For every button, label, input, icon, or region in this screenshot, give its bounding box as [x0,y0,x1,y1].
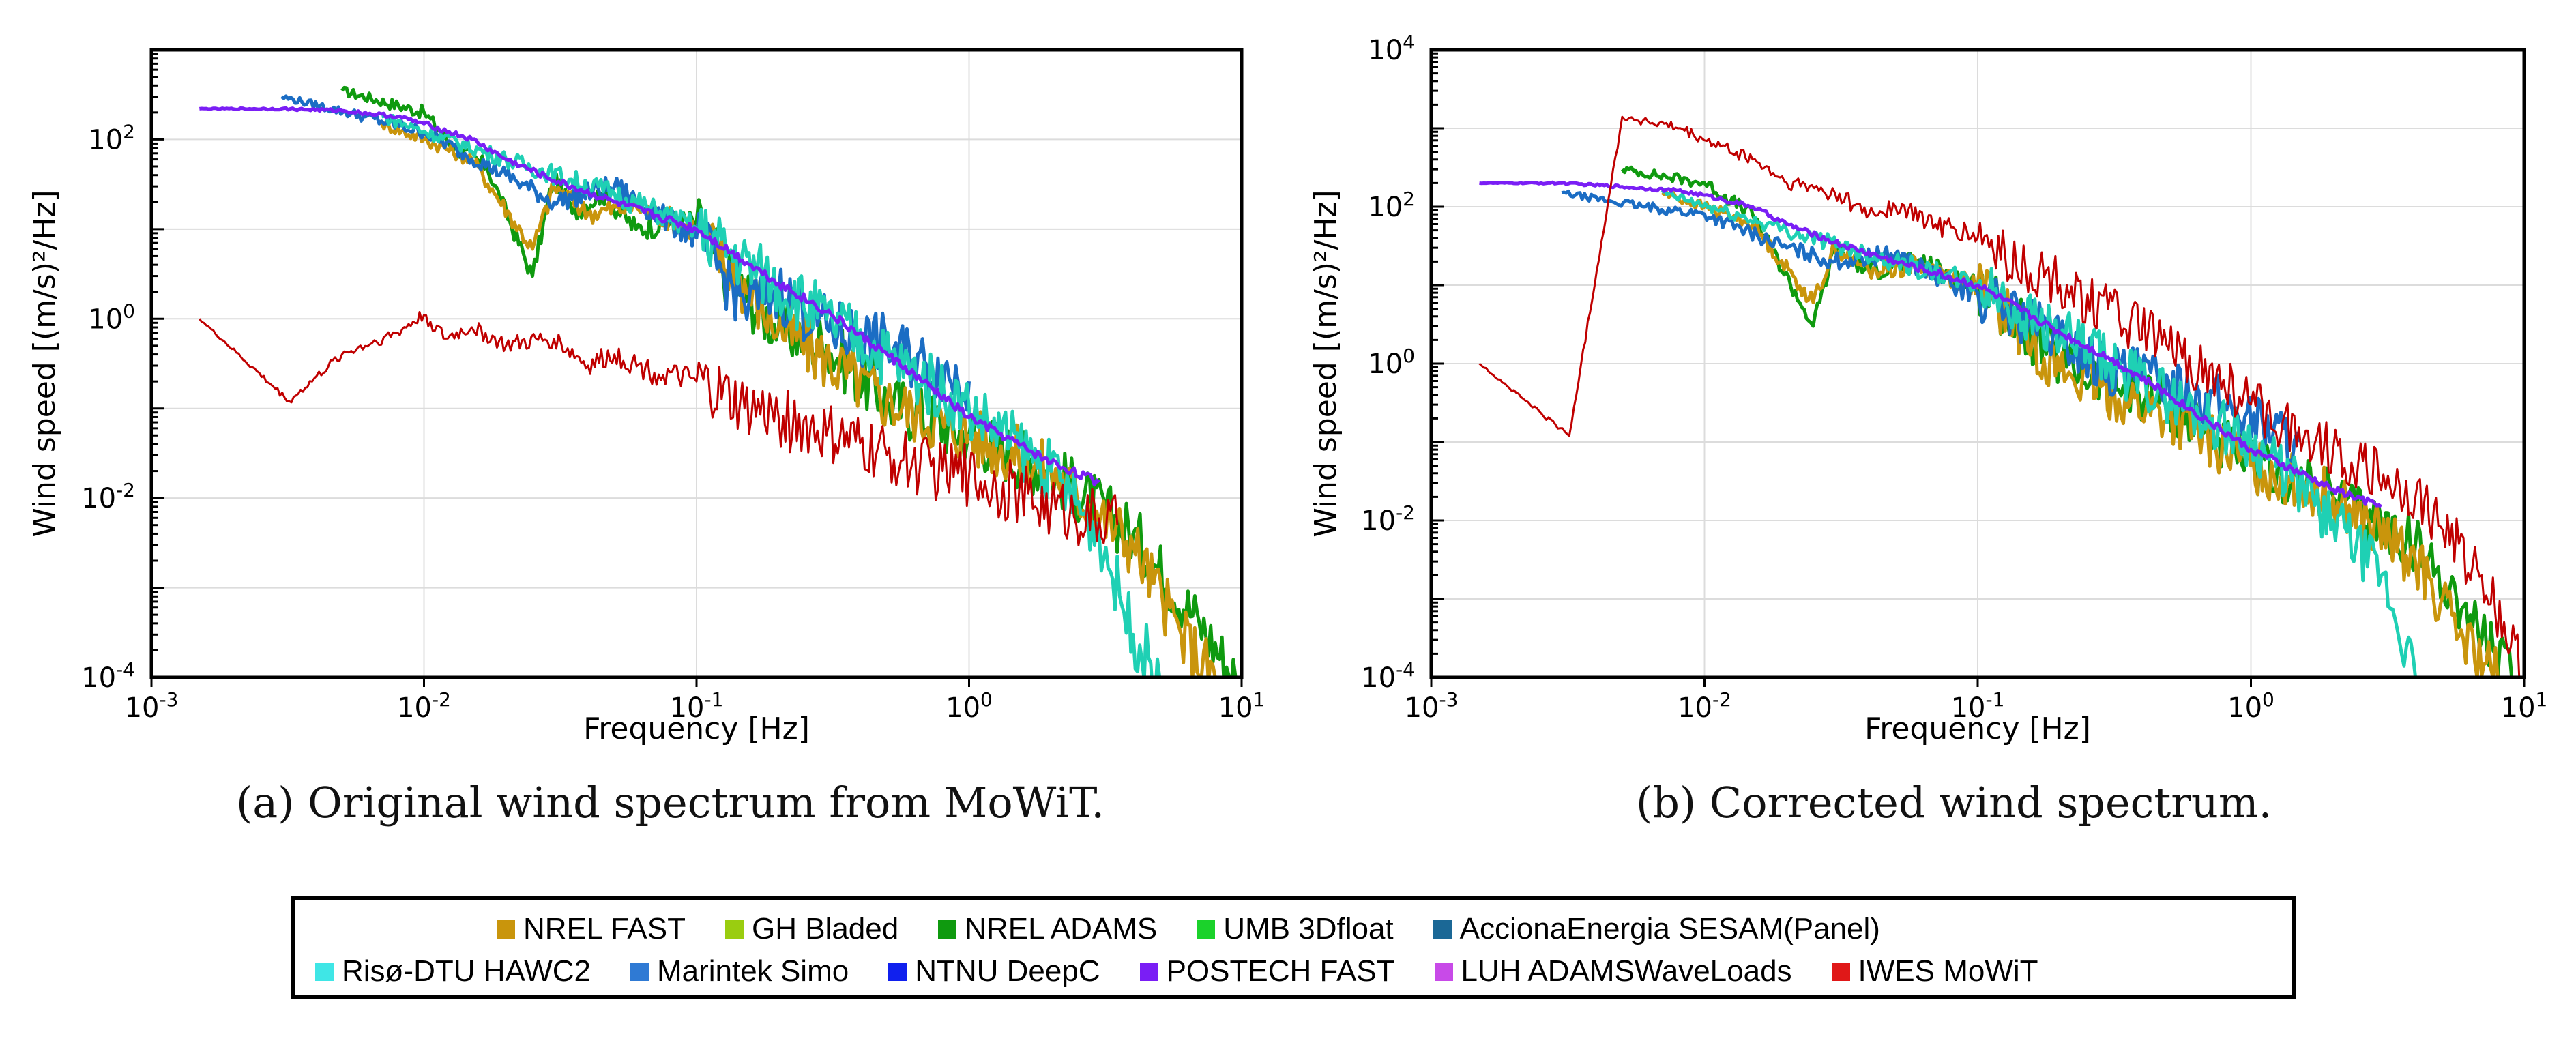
legend-swatch [938,920,957,939]
x-tick-label: 10-1 [670,688,724,724]
legend-label: AccionaEnergia SESAM(Panel) [1459,912,1880,945]
legend-label: GH Bladed [751,912,899,945]
series-postech-fast [1479,180,2383,508]
x-tick-label: 100 [2227,688,2274,724]
series-nrel-fast [1660,190,2500,677]
series-ris-dtu-hawc2 [1660,188,2418,677]
legend: NREL FAST GH Bladed NREL ADAMS UMB 3Dfloat A… [291,896,2296,999]
series-nrel-adams [340,85,1238,677]
legend-swatch [724,920,744,939]
x-tick-label: 100 [946,688,993,724]
series-postech-fast [199,106,1100,487]
legend-swatch [1433,920,1452,939]
legend-label: IWES MoWiT [1858,954,2038,988]
chart-panel-a: 10-3 10-2 10-1 100 101 10-4 10-2 100 102 Frequenc… [27,48,1265,746]
y-tick-label: 100 [1368,344,1415,380]
legend-swatch [888,962,907,981]
y-axis-label: Wind speed [(m/s)²/Hz] [27,190,62,537]
legend-swatch [315,962,334,981]
y-tick-label: 102 [1368,188,1415,223]
legend-item-marintek-simo: Marintek Simo [630,954,849,988]
legend-label: UMB 3Dfloat [1223,912,1394,945]
series-iwes-mowit [199,311,1119,546]
legend-swatch [1139,962,1158,981]
x-axis-label: Frequency [Hz] [1864,711,2091,746]
x-tick-label: 10-3 [125,688,179,724]
legend-item-umb-3dfloat: UMB 3Dfloat [1197,912,1394,946]
y-tick-label: 10-4 [1361,658,1415,694]
legend-row-1: NREL FAST GH Bladed NREL ADAMS UMB 3Dfloat A… [497,912,1920,946]
x-tick-label: 10-3 [1405,688,1459,724]
series-iwes-mowit [1478,115,2524,677]
legend-item-nrel-adams: NREL ADAMS [938,912,1157,946]
legend-label: LUH ADAMSWaveLoads [1461,954,1792,988]
y-tick-label: 102 [88,120,135,156]
legend-label: NTNU DeepC [915,954,1100,988]
legend-row-2: Risø-DTU HAWC2 Marintek Simo NTNU DeepC POS… [315,954,2078,988]
legend-label: Marintek Simo [657,954,849,988]
legend-swatch [497,920,515,939]
legend-item-nrel-fast: NREL FAST [497,912,686,946]
caption-a: (a) Original wind spectrum from MoWiT. [236,778,1105,827]
legend-item-ntnu-deepc: NTNU DeepC [888,954,1100,988]
y-tick-label: 10-2 [1361,501,1415,537]
x-tick-label: 101 [2501,688,2548,724]
legend-label: POSTECH FAST [1166,954,1395,988]
legend-item-luh-adamswaveloads: LUH ADAMSWaveLoads [1434,954,1792,988]
x-tick-label: 10-2 [1678,688,1731,724]
x-tick-label: 10-1 [1951,688,2005,724]
figure: 10-3 10-2 10-1 100 101 10-4 10-2 100 102 Frequenc… [27,31,2547,746]
y-axis-label: Wind speed [(m/s)²/Hz] [1308,190,1343,537]
legend-item-iwes-mowit: IWES MoWiT [1831,954,2038,988]
y-tick-label: 10-2 [81,479,135,514]
legend-item-postech-fast: POSTECH FAST [1139,954,1395,988]
legend-label: Risø-DTU HAWC2 [342,954,591,988]
x-tick-label: 10-2 [397,688,451,724]
y-tick-label: 104 [1368,31,1415,66]
x-tick-label: 101 [1218,688,1265,724]
legend-item-gh-bladed: GH Bladed [724,912,899,946]
legend-label: NREL ADAMS [965,912,1158,945]
series-nrel-adams [1620,165,2514,677]
legend-swatch [1197,920,1216,939]
legend-item-ris-dtu-hawc2: Risø-DTU HAWC2 [315,954,591,988]
legend-swatch [630,962,649,981]
legend-label: NREL FAST [523,912,686,945]
x-axis-label: Frequency [Hz] [583,711,810,746]
legend-swatch [1434,962,1453,981]
chart-panel-b: 10-3 10-2 10-1 100 101 10-4 10-2 100 102 104 Frequ… [1308,31,2547,746]
y-tick-label: 100 [88,299,135,335]
caption-b: (b) Corrected wind spectrum. [1636,778,2272,827]
legend-swatch [1831,962,1850,981]
y-tick-label: 10-4 [81,658,135,694]
legend-item-accionaenergia-sesam-panel-: AccionaEnergia SESAM(Panel) [1433,912,1880,946]
